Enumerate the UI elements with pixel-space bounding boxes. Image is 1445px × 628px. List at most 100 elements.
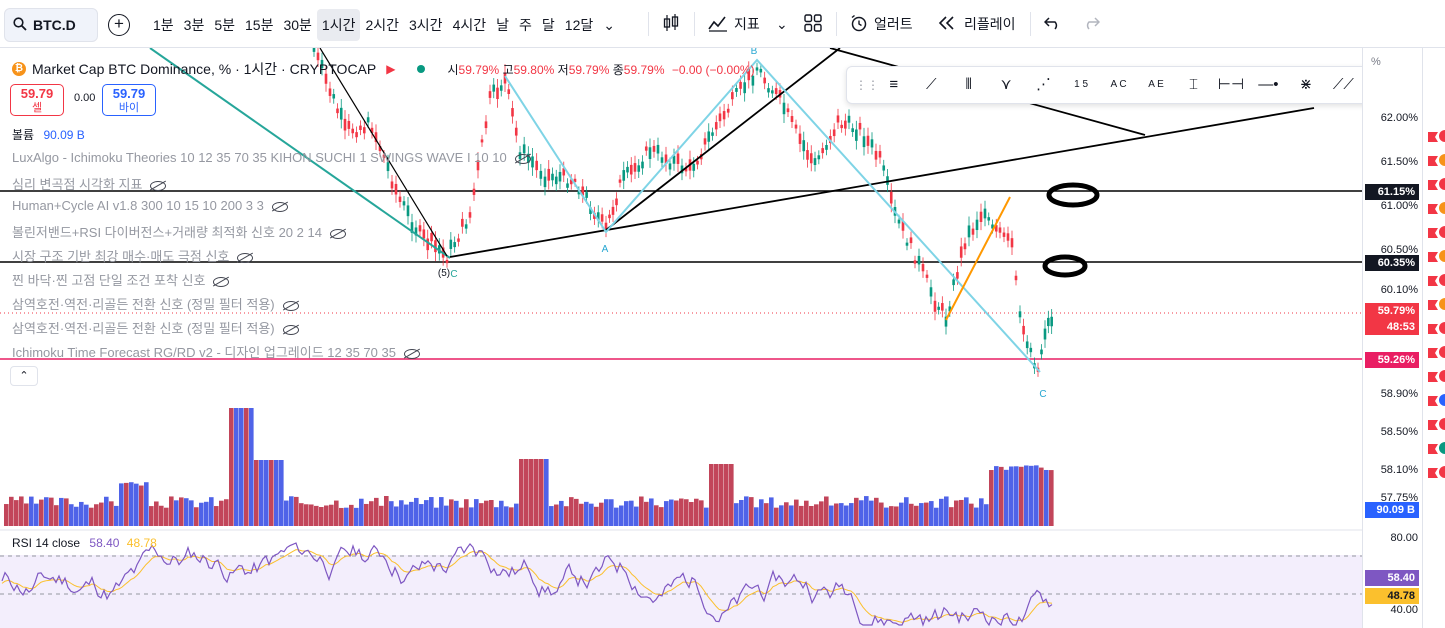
- eye-hidden-icon[interactable]: [271, 201, 288, 212]
- watchlist-symbol-icon[interactable]: [1439, 418, 1445, 430]
- indicator-legend-8[interactable]: Ichimoku Time Forecast RG/RD v2 - 디자인 업그…: [12, 342, 420, 361]
- eye-hidden-icon[interactable]: [282, 300, 299, 311]
- alert-flag-icon[interactable]: [1427, 442, 1439, 454]
- alert-flag-icon[interactable]: [1427, 202, 1439, 214]
- indicator-legend-3[interactable]: 볼린저밴드+RSI 다이버전스+거래량 최적화 신호 20 2 14: [12, 222, 346, 241]
- indicator-legend-4[interactable]: 시장 구조 기반 최강 매수·매도 극점 신호: [12, 246, 254, 265]
- interval-more-chevron-icon[interactable]: ⌄: [603, 17, 615, 33]
- indicators-dropdown[interactable]: ⌄: [776, 12, 788, 36]
- drag-handle-icon[interactable]: ⋮⋮: [855, 78, 879, 92]
- watchlist-symbol-icon[interactable]: [1439, 394, 1445, 406]
- indicator-legend-1[interactable]: 심리 변곡점 시각화 지표: [12, 174, 167, 193]
- alert-flag-icon[interactable]: [1427, 466, 1439, 478]
- interval-1[interactable]: 3분: [183, 17, 205, 33]
- watchlist-symbol-icon[interactable]: [1439, 442, 1445, 454]
- chart-pane[interactable]: B (5) C A C: [0, 48, 1362, 628]
- alert-flag-icon[interactable]: [1427, 370, 1439, 382]
- interval-6[interactable]: 2시간: [365, 17, 400, 33]
- watchlist-symbol-icon[interactable]: [1439, 154, 1445, 166]
- alert-flag-icon[interactable]: [1427, 250, 1439, 262]
- drawing-tool-icon[interactable]: A C: [1110, 79, 1127, 90]
- buy-button[interactable]: 59.79 바이: [102, 84, 156, 116]
- drawing-tool-icon[interactable]: ⌶: [1188, 76, 1198, 93]
- collapse-legend-button[interactable]: ⌃: [10, 366, 38, 386]
- indicator-legend-5[interactable]: 찐 바닥·찐 고점 단일 조건 포착 신호: [12, 270, 230, 289]
- drawing-tool-icon[interactable]: ⋎: [1000, 76, 1012, 93]
- redo-button[interactable]: [1082, 12, 1101, 36]
- watchlist-symbol-icon[interactable]: [1439, 250, 1445, 262]
- symbol-search[interactable]: BTC.D: [4, 8, 98, 42]
- watchlist-symbol-icon[interactable]: [1439, 370, 1445, 382]
- drawing-tool-icon[interactable]: —•: [1258, 76, 1279, 93]
- alert-flag-icon[interactable]: [1427, 130, 1439, 142]
- eye-hidden-icon[interactable]: [282, 324, 299, 335]
- series-title[interactable]: Market Cap BTC Dominance, % · 1시간 · CRYP…: [32, 61, 377, 77]
- alert-flag-icon[interactable]: [1427, 178, 1439, 190]
- eye-hidden-icon[interactable]: [514, 153, 531, 164]
- indicators-button[interactable]: 지표: [708, 12, 760, 36]
- interval-3[interactable]: 15분: [245, 17, 274, 33]
- drawing-tool-icon[interactable]: ⟋: [925, 76, 937, 93]
- price-axis-menu-icon[interactable]: %: [1371, 56, 1381, 68]
- chart-type-button[interactable]: [662, 12, 680, 36]
- drawing-tool-icon[interactable]: ⋰: [1036, 76, 1052, 93]
- watchlist-symbol-icon[interactable]: [1439, 322, 1445, 334]
- drawing-tool-icon[interactable]: ≡: [889, 76, 899, 93]
- interval-7[interactable]: 3시간: [409, 17, 443, 33]
- drawing-tool-icon[interactable]: ⫴: [965, 76, 972, 93]
- watchlist-symbol-icon[interactable]: [1439, 346, 1445, 358]
- interval-0[interactable]: 1분: [153, 17, 174, 33]
- alert-flag-icon[interactable]: [1427, 418, 1439, 430]
- interval-8[interactable]: 4시간: [452, 17, 487, 33]
- eye-hidden-icon[interactable]: [213, 276, 230, 287]
- alert-button[interactable]: 얼러트: [850, 12, 913, 36]
- drawing-tool-icon[interactable]: 1 5: [1074, 79, 1089, 90]
- interval-11[interactable]: 달: [541, 17, 555, 33]
- watchlist-symbol-icon[interactable]: [1439, 226, 1445, 238]
- volume-legend[interactable]: 볼륨 90.09 B: [12, 126, 85, 143]
- rsi-legend[interactable]: RSI 14 close 58.40 48.78: [12, 536, 157, 550]
- watchlist-symbol-icon[interactable]: [1439, 274, 1445, 286]
- layout-button[interactable]: [804, 12, 822, 36]
- interval-9[interactable]: 날: [496, 17, 509, 33]
- flag-icon[interactable]: ▶: [386, 62, 396, 76]
- alert-flag-icon[interactable]: [1427, 226, 1439, 238]
- eye-hidden-icon[interactable]: [237, 252, 254, 263]
- alert-flag-icon[interactable]: [1427, 274, 1439, 286]
- indicator-legend-0[interactable]: LuxAlgo - Ichimoku Theories 10 12 35 70 …: [12, 150, 531, 165]
- interval-2[interactable]: 5분: [214, 17, 236, 33]
- alert-flag-icon[interactable]: [1427, 298, 1439, 310]
- drawing-tool-icon[interactable]: A E: [1148, 79, 1164, 90]
- undo-button[interactable]: [1043, 12, 1062, 36]
- interval-5[interactable]: 1시간: [316, 9, 361, 41]
- watchlist-symbol-icon[interactable]: [1439, 202, 1445, 214]
- price-axis[interactable]: % 62.00% 61.50% 61.00% 60.50% 60.10% 58.90% 58…: [1362, 48, 1422, 628]
- alert-flag-icon[interactable]: [1427, 322, 1439, 334]
- volume-bar: [79, 501, 84, 526]
- drawing-tool-icon[interactable]: ⟋⟋: [1332, 76, 1354, 93]
- interval-4[interactable]: 30분: [283, 17, 312, 33]
- eye-hidden-icon[interactable]: [403, 348, 420, 359]
- indicator-legend-6[interactable]: 삼역호전·역전·리골든 전환 신호 (정밀 필터 적용): [12, 294, 299, 313]
- replay-button[interactable]: 리플레이: [938, 12, 1016, 36]
- interval-10[interactable]: 주: [519, 17, 532, 33]
- drawing-tool-icon[interactable]: ⊢⊣: [1217, 76, 1245, 93]
- drawing-tool-icon[interactable]: ⋇: [1299, 76, 1313, 93]
- price-chart-canvas[interactable]: B(5) CAC: [0, 48, 1362, 628]
- alert-flag-icon[interactable]: [1427, 394, 1439, 406]
- watchlist-symbol-icon[interactable]: [1439, 130, 1445, 142]
- watchlist-symbol-icon[interactable]: [1439, 178, 1445, 190]
- alert-flag-icon[interactable]: [1427, 346, 1439, 358]
- rsi-value-2: 48.78: [126, 536, 157, 550]
- interval-12[interactable]: 12달: [564, 17, 594, 33]
- sell-button[interactable]: 59.79 셀: [10, 84, 64, 116]
- eye-hidden-icon[interactable]: [150, 180, 167, 191]
- alert-flag-icon[interactable]: [1427, 154, 1439, 166]
- eye-hidden-icon[interactable]: [329, 228, 346, 239]
- watchlist-symbol-icon[interactable]: [1439, 466, 1445, 478]
- watchlist-symbol-icon[interactable]: [1439, 298, 1445, 310]
- indicator-legend-7[interactable]: 삼역호전·역전·리골든 전환 신호 (정밀 필터 적용): [12, 318, 299, 337]
- indicator-legend-2[interactable]: Human+Cycle AI v1.8 300 10 15 10 200 3 3: [12, 198, 288, 213]
- compare-symbol-button[interactable]: +: [108, 14, 130, 36]
- candle-body: [626, 166, 629, 173]
